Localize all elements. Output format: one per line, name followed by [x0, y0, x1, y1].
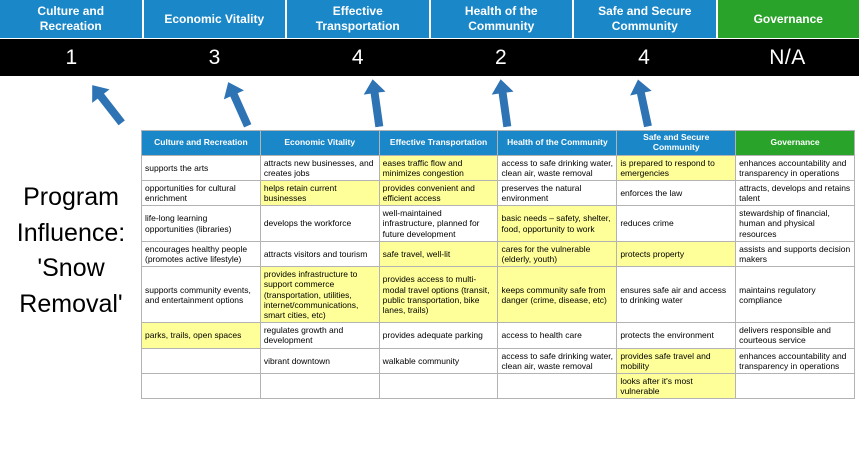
pillar-header-row: Culture and Recreation Economic Vitality E… [0, 0, 859, 38]
pillar-score-governance: N/A [769, 45, 806, 69]
pillar-header-economic-vitality: Economic Vitality [143, 0, 285, 38]
matrix-cell: provides access to multi-modal travel op… [378, 266, 499, 324]
matrix-cell: provides convenient and efficient access [378, 179, 499, 207]
matrix-cell: attracts visitors and tourism [259, 240, 380, 268]
influence-arrow-health-of-the-community [489, 78, 519, 129]
matrix-cell: assists and supports decision makers [735, 240, 855, 268]
matrix-cell: enforces the law [616, 179, 737, 207]
matrix-header-row: Culture and Recreation Economic Vitality E… [141, 130, 855, 156]
matrix-cell: supports community events, and entertain… [141, 266, 261, 324]
table-row: supports community events, and entertain… [141, 266, 855, 324]
matrix-cell: safe travel, well-lit [378, 240, 499, 268]
pillar-score-culture-and-recreation: 1 [65, 45, 78, 69]
influence-matrix: Culture and Recreation Economic Vitality E… [141, 130, 855, 400]
matrix-cell: attracts new businesses, and creates job… [259, 154, 380, 181]
pillar-score-economic-vitality: 3 [208, 45, 221, 69]
table-row: vibrant downtown walkable community access… [141, 347, 855, 374]
pillar-header-safe-and-secure-community: Safe and Secure Community [574, 0, 716, 38]
matrix-cell: protects property [616, 240, 737, 268]
matrix-cell: parks, trails, open spaces [141, 322, 261, 349]
matrix-cell [259, 372, 380, 400]
matrix-cell: keeps community safe from danger (crime,… [497, 266, 618, 324]
table-row: supports the arts attracts new businesses… [141, 154, 855, 181]
pillar-score-health-of-the-community: 2 [495, 45, 508, 69]
matrix-cell [735, 372, 855, 400]
matrix-cell: preserves the natural environment [497, 179, 618, 207]
pillar-score-row: 1 3 4 2 4 N/A [0, 39, 859, 76]
pillar-header-health-of-the-community: Health of the Community [430, 0, 572, 38]
matrix-cell [141, 347, 261, 374]
up-arrow-icon [363, 79, 386, 128]
matrix-cell: enhances accountability and transparency… [735, 347, 855, 374]
pillar-header-culture-and-recreation: Culture and Recreation [0, 0, 142, 38]
matrix-cell [141, 372, 261, 400]
matrix-head: Culture and Recreation Economic Vitality E… [141, 130, 855, 156]
matrix-column-header-health-of-the-community: Health of the Community [497, 130, 618, 156]
table-row: life-long learning opportunities (librar… [141, 205, 855, 242]
matrix-cell: protects the environment [616, 322, 737, 349]
matrix-column-header-culture-and-recreation: Culture and Recreation [141, 130, 261, 156]
matrix-body: supports the arts attracts new businesses… [141, 154, 855, 400]
matrix-cell: maintains regulatory compliance [735, 266, 855, 324]
matrix-cell: attracts, develops and retains talent [735, 179, 855, 207]
pillar-score-safe-and-secure-community: 4 [638, 45, 651, 69]
matrix-cell: access to safe drinking water, clean air… [497, 347, 618, 374]
matrix-cell: develops the workforce [259, 205, 380, 242]
pillar-score-effective-transportation: 4 [351, 45, 365, 69]
matrix-column-header-governance: Governance [735, 130, 855, 156]
matrix-cell: vibrant downtown [259, 347, 380, 374]
pillar-header-governance: Governance [717, 0, 859, 38]
table-row: looks after it's most vulnerable [141, 372, 855, 400]
matrix-cell: provides safe travel and mobility [616, 347, 737, 374]
matrix-cell: provides adequate parking [378, 322, 499, 349]
matrix-cell: encourages healthy people (promotes acti… [141, 240, 261, 268]
table-row: encourages healthy people (promotes acti… [141, 240, 855, 268]
matrix-cell: eases traffic flow and minimizes congest… [378, 154, 499, 181]
matrix-column-header-economic-vitality: Economic Vitality [259, 130, 380, 156]
up-arrow-icon [630, 79, 652, 128]
matrix-cell: looks after it's most vulnerable [616, 372, 737, 400]
table-row: opportunities for cultural enrichment hel… [141, 179, 855, 207]
pillar-header-effective-transportation: Effective Transportation [287, 0, 429, 38]
matrix-cell: well-maintained infrastructure, planned … [378, 205, 499, 242]
matrix-cell: enhances accountability and transparency… [735, 154, 855, 181]
influence-arrow-effective-transportation [361, 78, 391, 129]
up-arrow-icon [223, 82, 252, 128]
influence-arrow-safe-and-secure-community [626, 77, 659, 129]
matrix-cell: delivers responsible and courteous servi… [735, 322, 855, 349]
matrix-cell: helps retain current businesses [259, 179, 380, 207]
matrix-cell: access to safe drinking water, clean air… [497, 154, 618, 181]
influence-arrow-economic-vitality [217, 77, 258, 131]
page-title: Program Influence: 'Snow Removal' [16, 183, 126, 318]
table-row: parks, trails, open spaces regulates grow… [141, 322, 855, 349]
matrix-cell: opportunities for cultural enrichment [141, 179, 261, 207]
matrix-cell: supports the arts [141, 154, 261, 181]
matrix-cell: life-long learning opportunities (librar… [141, 205, 261, 242]
matrix-cell: provides infrastructure to support comme… [259, 266, 380, 324]
matrix-cell: basic needs – safety, shelter, food, opp… [497, 205, 618, 242]
matrix-cell: cares for the vulnerable (elderly, youth… [497, 240, 618, 268]
matrix-cell [378, 372, 499, 400]
up-arrow-icon [491, 79, 514, 128]
matrix-cell: ensures safe air and access to drinking … [616, 266, 737, 324]
matrix-cell [497, 372, 618, 400]
matrix-cell: stewardship of financial, human and phys… [735, 205, 855, 242]
matrix-cell: reduces crime [616, 205, 737, 242]
matrix-cell: access to health care [497, 322, 618, 349]
matrix-cell: is prepared to respond to emergencies [616, 154, 737, 181]
up-arrow-icon [92, 85, 125, 126]
matrix-cell: walkable community [378, 347, 499, 374]
influence-arrow-culture-and-recreation [83, 78, 131, 131]
matrix-cell: regulates growth and development [259, 322, 380, 349]
matrix-column-header-effective-transportation: Effective Transportation [378, 130, 499, 156]
matrix-column-header-safe-and-secure-community: Safe and Secure Community [616, 130, 737, 156]
